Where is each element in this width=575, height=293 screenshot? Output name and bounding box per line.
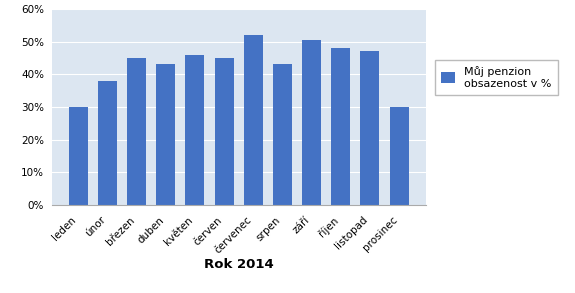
Bar — [331, 48, 350, 205]
Bar — [214, 58, 233, 205]
Bar — [361, 51, 380, 205]
X-axis label: Rok 2014: Rok 2014 — [204, 258, 274, 271]
Bar — [389, 107, 408, 205]
Bar — [156, 64, 175, 205]
Bar — [244, 35, 263, 205]
Bar — [98, 81, 117, 205]
Legend: Můj penzion
obsazenost v %: Můj penzion obsazenost v % — [435, 59, 558, 96]
Bar — [127, 58, 146, 205]
Bar — [185, 54, 204, 205]
Bar — [273, 64, 292, 205]
Bar — [302, 40, 321, 205]
Bar — [69, 107, 88, 205]
